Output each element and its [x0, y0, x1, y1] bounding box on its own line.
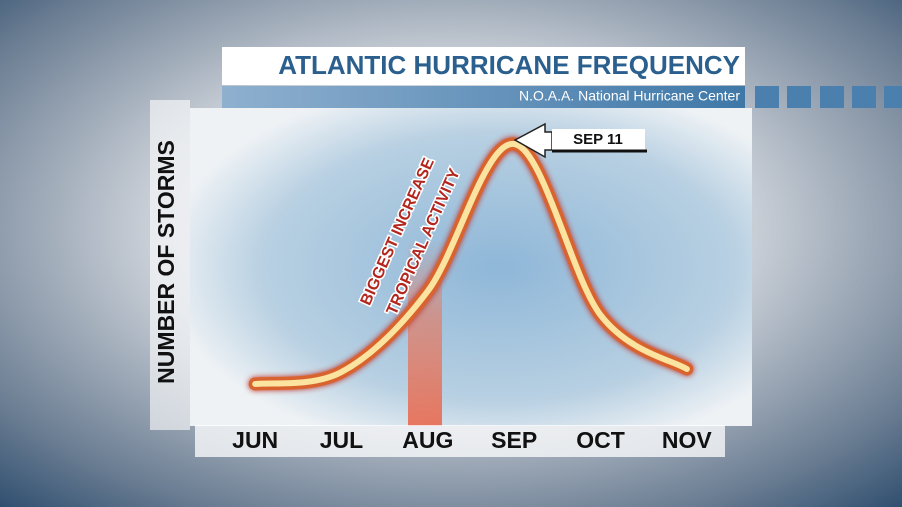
- x-tick-label: NOV: [662, 427, 713, 453]
- plot-area: [190, 108, 752, 426]
- x-tick-label: JUN: [232, 427, 278, 453]
- x-tick-label: AUG: [402, 427, 453, 453]
- x-tick-label: JUL: [320, 427, 363, 453]
- title-box: [222, 47, 745, 85]
- chart-subtitle: N.O.A.A. National Hurricane Center: [519, 88, 740, 104]
- annotation-box: [552, 129, 645, 151]
- y-label-panel: [150, 100, 190, 430]
- annotation-label: SEP 11: [573, 131, 623, 148]
- x-tick-label: OCT: [576, 427, 625, 453]
- line: [252, 141, 690, 387]
- y-axis-label: NUMBER OF STORMS: [153, 140, 179, 384]
- subtitle-box: [222, 86, 745, 108]
- chart-title: ATLANTIC HURRICANE FREQUENCY: [278, 50, 740, 80]
- curve-layer: [248, 137, 694, 391]
- decor-squares: [755, 86, 902, 108]
- x-label-panel: [195, 425, 725, 457]
- x-tick-label: SEP: [491, 427, 537, 453]
